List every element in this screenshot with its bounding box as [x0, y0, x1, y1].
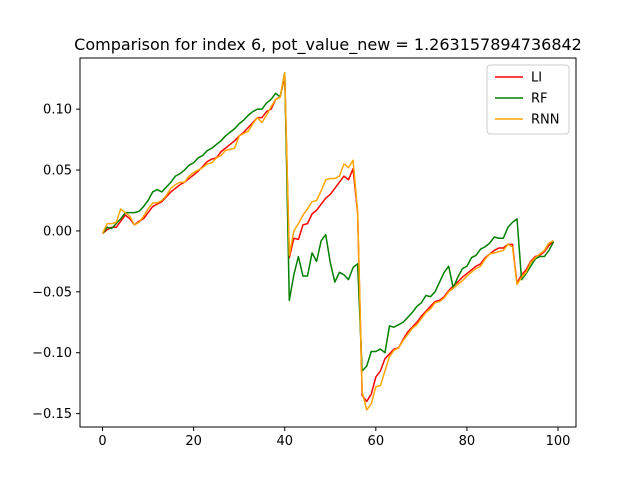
y-tick-label: −0.10 [32, 346, 72, 361]
legend: LI RF RNN [486, 64, 570, 135]
x-tick-label: 60 [368, 434, 385, 449]
legend-label-rnn: RNN [531, 113, 559, 128]
legend-box [486, 64, 570, 135]
x-tick-label: 20 [185, 434, 202, 449]
plot-area [101, 71, 555, 411]
x-tick-label: 80 [459, 434, 476, 449]
y-tick-label: 0.05 [43, 164, 72, 179]
axes-frame [79, 57, 577, 428]
chart-title: Comparison for index 6, pot_value_new = … [74, 35, 582, 55]
legend-label-li: LI [531, 71, 542, 86]
legend-label-rf: RF [531, 92, 548, 107]
y-tick-label: −0.15 [32, 407, 72, 422]
y-tick-label: 0.00 [43, 224, 72, 239]
x-tick-label: 40 [276, 434, 293, 449]
y-tick-label: −0.05 [32, 285, 72, 300]
series-line-rnn [101, 71, 554, 411]
series-line-li [102, 75, 554, 403]
x-tick-label: 0 [98, 434, 106, 449]
y-tick-label: 0.10 [43, 103, 72, 118]
x-tick-label: 100 [546, 434, 571, 449]
series-line-rf [101, 71, 555, 372]
axes: 0 20 40 60 80 100 −0.15 −0.10 −0.05 0.00 0.05 0.10 [32, 57, 577, 449]
